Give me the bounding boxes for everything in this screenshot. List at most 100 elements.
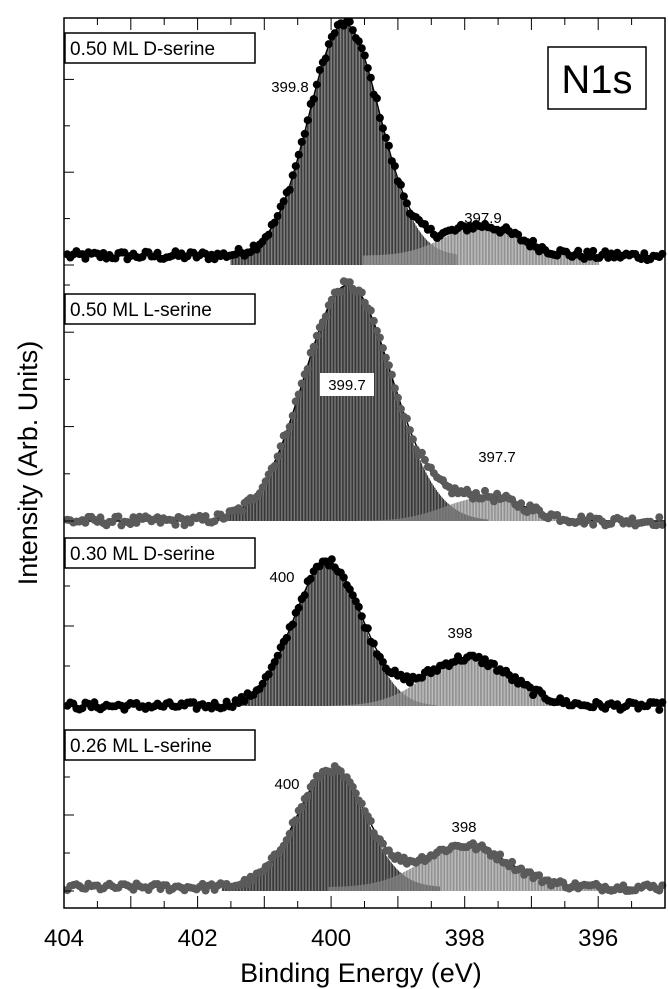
data-point	[529, 236, 538, 245]
panel-label: 0.50 ML D-serine	[64, 32, 256, 64]
data-point	[288, 171, 297, 180]
data-point	[366, 73, 375, 82]
data-point	[381, 353, 390, 362]
data-point	[514, 230, 523, 239]
peak-label: 398	[447, 625, 472, 642]
data-point	[300, 129, 309, 138]
data-point	[273, 212, 282, 220]
x-tick-label: 398	[445, 925, 485, 952]
data-point	[478, 494, 486, 503]
panel-label: 0.50 ML L-serine	[64, 293, 256, 325]
data-point	[282, 836, 291, 845]
data-point	[330, 29, 339, 38]
data-point	[273, 452, 282, 461]
data-point	[490, 497, 498, 506]
data-point	[258, 679, 267, 688]
data-point	[372, 326, 381, 335]
data-point	[171, 520, 180, 529]
data-point	[652, 521, 661, 530]
peak-component	[230, 23, 458, 266]
data-point	[321, 54, 330, 63]
data-point	[390, 162, 399, 171]
data-point	[303, 791, 312, 800]
data-point	[399, 192, 408, 201]
x-tick-label: 402	[178, 925, 218, 952]
data-point	[372, 94, 381, 103]
panel-label-box	[64, 729, 256, 761]
data-point	[294, 150, 303, 159]
data-point	[357, 288, 366, 297]
data-point	[577, 512, 586, 521]
data-point	[291, 397, 300, 406]
data-point	[255, 489, 264, 498]
data-point	[628, 514, 637, 523]
data-point	[580, 254, 589, 263]
data-point	[369, 639, 378, 648]
data-point	[526, 683, 535, 692]
data-point	[490, 659, 498, 668]
data-point	[378, 124, 387, 133]
data-point	[291, 162, 300, 171]
data-point	[153, 248, 162, 257]
data-point	[273, 651, 282, 660]
data-point	[369, 316, 378, 325]
data-point	[378, 344, 387, 353]
data-point	[219, 703, 228, 712]
data-point	[306, 348, 315, 357]
data-point	[324, 40, 333, 49]
data-point	[198, 879, 207, 888]
panels-layer	[63, 17, 667, 895]
data-point	[393, 393, 402, 402]
data-point	[523, 508, 532, 517]
data-point	[81, 254, 90, 263]
panel-label-text: 0.30 ML D-serine	[70, 544, 215, 565]
data-point	[508, 857, 517, 866]
data-point	[303, 364, 312, 373]
data-point	[375, 113, 384, 122]
data-point	[375, 333, 384, 342]
data-point	[378, 658, 387, 666]
peak-label: 397.7	[478, 449, 516, 466]
data-point	[285, 185, 294, 194]
data-point	[264, 230, 273, 239]
panel-2	[63, 277, 667, 530]
panel-label: 0.26 ML L-serine	[64, 729, 256, 761]
data-point	[339, 573, 348, 582]
data-point	[189, 698, 198, 707]
data-point	[360, 51, 369, 60]
data-point	[177, 514, 186, 523]
data-point	[405, 678, 414, 687]
data-point	[228, 703, 237, 712]
data-point	[655, 513, 664, 522]
data-point	[396, 404, 405, 413]
data-point	[445, 483, 453, 491]
data-point	[210, 517, 219, 526]
data-point	[120, 248, 129, 257]
data-point	[469, 839, 477, 848]
data-point	[327, 295, 336, 304]
data-point	[481, 655, 489, 664]
panel-4	[63, 738, 667, 895]
peak-label: 399.8	[271, 79, 309, 96]
data-point	[270, 218, 279, 227]
panel-label-box	[64, 32, 256, 64]
data-point	[384, 141, 393, 150]
data-point	[652, 698, 661, 707]
data-point	[312, 80, 321, 89]
data-point	[312, 331, 321, 340]
data-point	[348, 782, 357, 791]
data-point	[288, 620, 297, 629]
panel-1	[63, 17, 667, 266]
peak-component	[218, 562, 437, 706]
data-point	[399, 853, 408, 862]
data-point	[285, 829, 294, 838]
data-point	[327, 555, 336, 564]
peak-label-bg	[320, 373, 374, 396]
data-point	[243, 880, 252, 889]
data-point	[285, 422, 294, 431]
data-point	[240, 697, 249, 705]
data-point	[327, 768, 336, 777]
panel-label-text: 0.50 ML D-serine	[70, 39, 215, 60]
data-point	[348, 591, 357, 600]
data-point	[378, 839, 387, 848]
